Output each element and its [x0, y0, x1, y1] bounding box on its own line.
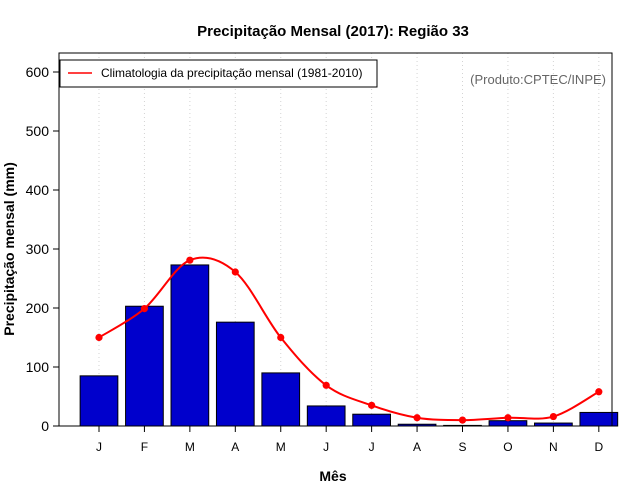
bar-layer [79, 264, 619, 427]
x-tick-label: A [413, 440, 421, 454]
climatology-point-4 [277, 333, 285, 342]
bar-3 [215, 321, 255, 427]
bar-2 [170, 264, 210, 427]
x-tick-label: M [276, 440, 286, 454]
line-layer [95, 256, 603, 424]
climatology-point-2 [186, 256, 194, 264]
bar-4 [261, 372, 301, 427]
x-axis-label: Mês [319, 468, 346, 484]
y-tick-label: 0 [41, 418, 49, 434]
bar-6 [352, 413, 391, 427]
bar-9 [488, 420, 528, 427]
climatology-point-11 [595, 388, 603, 396]
x-tick-label: O [503, 440, 512, 454]
legend: Climatologia da precipitação mensal (198… [59, 59, 378, 88]
x-tick-label: J [96, 440, 102, 454]
bar-5 [306, 405, 346, 427]
credit-text: (Produto:CPTEC/INPE) [470, 72, 606, 87]
climatology-point-5 [322, 381, 330, 389]
x-tick-label: S [458, 440, 466, 454]
legend-box [59, 59, 378, 88]
plot-frame [58, 52, 613, 427]
y-axis: 0 100 200 300 400 500 600 [26, 64, 59, 434]
x-tick-label: J [369, 440, 375, 454]
climatology-point-9 [504, 414, 512, 422]
climatology-point-3 [231, 268, 239, 276]
y-tick-label: 200 [26, 300, 50, 316]
climatology-point-8 [458, 416, 467, 424]
chart-title: Precipitação Mensal (2017): Região 33 [197, 23, 469, 40]
y-tick-label: 600 [26, 64, 50, 80]
x-tick-label: A [231, 440, 239, 454]
x-tick-label: F [141, 440, 148, 454]
bar-1 [125, 305, 164, 427]
x-tick-label: D [594, 440, 603, 454]
y-tick-label: 100 [26, 359, 50, 375]
climatology-point-0 [95, 333, 103, 342]
x-tick-label: N [549, 440, 558, 454]
y-tick-label: 400 [26, 182, 50, 198]
y-tick-label: 500 [26, 123, 50, 139]
y-tick-label: 300 [26, 241, 50, 257]
bar-0 [79, 375, 119, 427]
climatology-point-7 [413, 414, 421, 422]
legend-label-climatology: Climatologia da precipitação mensal (198… [101, 66, 362, 80]
x-tick-label: M [185, 440, 195, 454]
climatology-point-10 [549, 412, 557, 421]
x-tick-label: J [323, 440, 329, 454]
y-axis-label: Precipitação mensal (mm) [1, 162, 17, 336]
climatology-point-6 [368, 401, 376, 409]
climatology-point-1 [140, 304, 149, 313]
